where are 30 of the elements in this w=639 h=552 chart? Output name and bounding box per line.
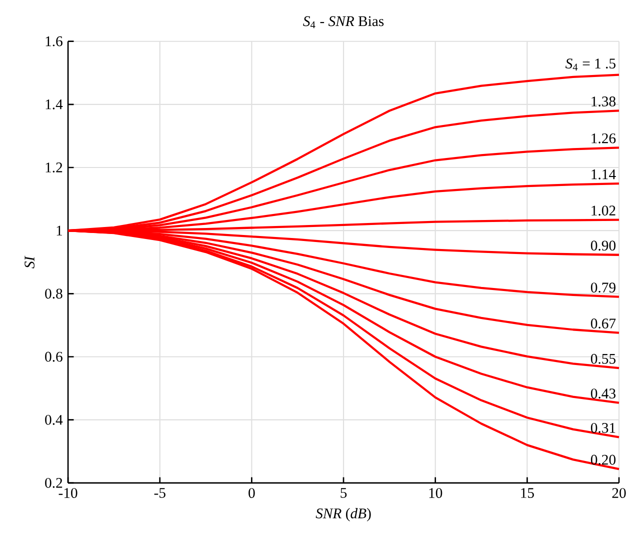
series-label: 0.79 — [590, 282, 616, 292]
series-label: 0.90 — [590, 240, 616, 250]
x-axis-title: SNR (dB) — [316, 508, 371, 522]
y-tick-label: 1.2 — [46, 162, 62, 172]
series-label: 0.43 — [590, 388, 616, 398]
series-label: 1.14 — [592, 169, 616, 180]
x-tick-label: 0 — [248, 488, 255, 498]
series-label: 0.20 — [590, 454, 616, 465]
y-axis-title: SI — [24, 256, 34, 268]
x-tick-label: 20 — [612, 488, 626, 498]
y-tick-label: 0.8 — [45, 288, 62, 299]
y-tick-label: 1 — [56, 226, 62, 236]
series-label: 0.31 — [590, 422, 616, 433]
series-label: 1.26 — [592, 133, 616, 144]
chart-title: S$_{4}$ - SNR Bias — [303, 16, 384, 28]
y-tick-label: 0.4 — [45, 414, 63, 425]
series-label: 1.02 — [592, 206, 616, 216]
x-tick-label: 15 — [521, 488, 534, 498]
y-tick-label: 0.6 — [45, 352, 62, 362]
x-tick-label: -10 — [58, 488, 78, 498]
series-label: 0.67 — [590, 318, 616, 328]
y-tick-label: 1.6 — [46, 36, 62, 46]
y-tick-label: 0.2 — [45, 478, 62, 488]
series-label: 1.38 — [592, 96, 616, 106]
x-tick-label: 10 — [429, 488, 442, 498]
series-label: S$_{4}$ = 1 .5 — [565, 58, 616, 70]
x-tick-label: -5 — [154, 488, 166, 498]
x-tick-label: 5 — [340, 488, 347, 498]
y-tick-label: 1.4 — [46, 99, 63, 110]
series-label: 0.55 — [590, 354, 616, 364]
